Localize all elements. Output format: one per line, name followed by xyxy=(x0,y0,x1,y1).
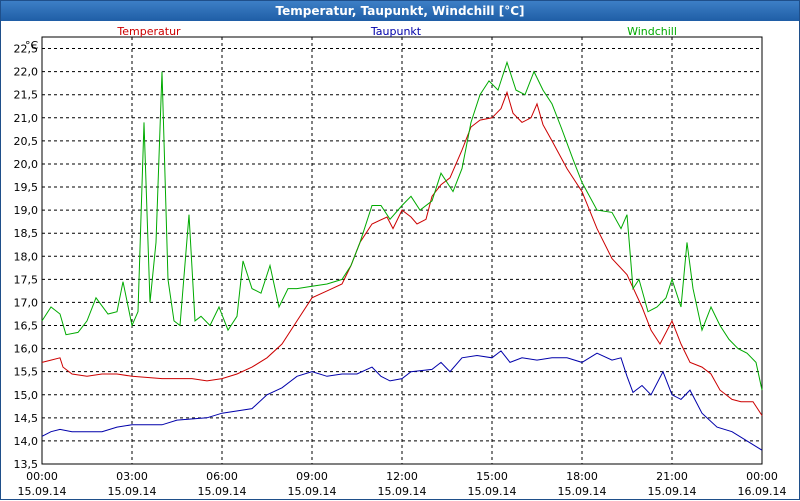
y-tick-label: 14,5 xyxy=(14,412,39,425)
x-tick-time-label: 06:00 xyxy=(206,470,238,483)
y-tick-label: 18,0 xyxy=(14,250,39,263)
x-tick-date-label: 15.09.14 xyxy=(648,485,697,498)
series-line-temperatur xyxy=(41,90,763,416)
x-tick-time-label: 12:00 xyxy=(386,470,418,483)
y-tick-label: 19,0 xyxy=(14,204,39,217)
y-tick-label: 18,5 xyxy=(14,227,39,240)
y-axis-label: °C xyxy=(25,39,39,52)
y-tick-label: 17,5 xyxy=(14,273,39,286)
x-tick-date-label: 16.09.14 xyxy=(738,485,787,498)
y-tick-label: 15,0 xyxy=(14,389,39,402)
x-tick-date-label: 15.09.14 xyxy=(198,485,247,498)
x-tick-date-label: 15.09.14 xyxy=(108,485,157,498)
series-line-taupunkt xyxy=(41,350,763,451)
y-tick-label: 15,5 xyxy=(14,366,39,379)
y-tick-label: 13,5 xyxy=(14,458,39,471)
x-tick-time-label: 09:00 xyxy=(296,470,328,483)
y-tick-label: 21,5 xyxy=(14,89,39,102)
x-tick-date-label: 15.09.14 xyxy=(288,485,337,498)
y-tick-label: 16,0 xyxy=(14,343,39,356)
x-tick-time-label: 00:00 xyxy=(746,470,778,483)
x-tick-time-label: 00:00 xyxy=(26,470,58,483)
x-tick-time-label: 18:00 xyxy=(566,470,598,483)
y-tick-label: 20,5 xyxy=(14,135,39,148)
y-tick-label: 19,5 xyxy=(14,181,39,194)
x-tick-date-label: 15.09.14 xyxy=(18,485,67,498)
x-tick-time-label: 21:00 xyxy=(656,470,688,483)
y-tick-label: 16,5 xyxy=(14,320,39,333)
window-title: Temperatur, Taupunkt, Windchill [°C] xyxy=(1,1,799,21)
x-tick-time-label: 15:00 xyxy=(476,470,508,483)
x-tick-date-label: 15.09.14 xyxy=(378,485,427,498)
y-tick-label: 22,0 xyxy=(14,66,39,79)
legend-temperatur: Temperatur xyxy=(116,25,181,38)
y-tick-label: 17,0 xyxy=(14,296,39,309)
y-tick-label: 20,0 xyxy=(14,158,39,171)
y-tick-label: 22,5 xyxy=(14,43,39,56)
y-tick-label: 21,0 xyxy=(14,112,39,125)
x-tick-date-label: 15.09.14 xyxy=(558,485,607,498)
y-tick-label: 14,0 xyxy=(14,435,39,448)
x-tick-date-label: 15.09.14 xyxy=(468,485,517,498)
x-tick-time-label: 03:00 xyxy=(116,470,148,483)
series-line-windchill xyxy=(41,60,763,391)
legend-taupunkt: Taupunkt xyxy=(370,25,422,38)
legend-windchill: Windchill xyxy=(627,25,677,38)
